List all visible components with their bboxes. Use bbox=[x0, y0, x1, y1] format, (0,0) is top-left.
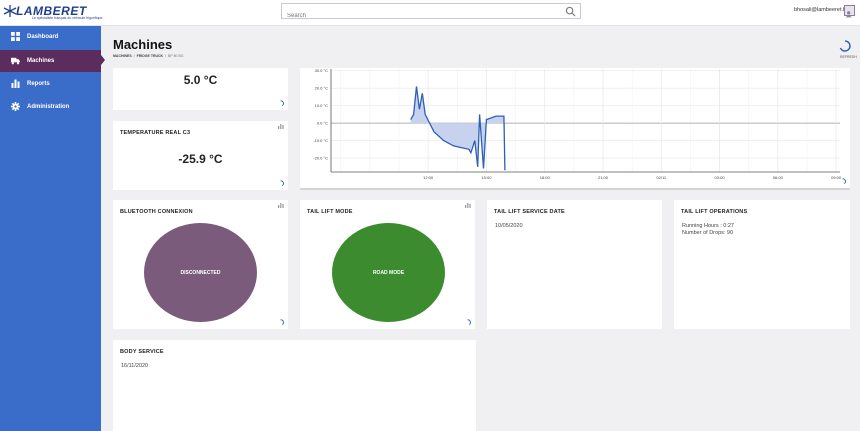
search-box bbox=[281, 3, 581, 23]
truck-icon bbox=[11, 57, 20, 65]
loading-spinner-icon bbox=[842, 178, 846, 185]
sidebar-item-label: Machines bbox=[27, 58, 55, 64]
y-tick-label: 20.0 °C bbox=[315, 86, 328, 91]
refresh-icon[interactable] bbox=[838, 39, 852, 53]
user-email[interactable]: bhosali@lambeeret.fr bbox=[794, 7, 847, 13]
gear-icon bbox=[11, 102, 20, 111]
x-axis-labels: 12:00 15:00 18:00 21:00 02/11 03:00 06:00 09:00 bbox=[423, 175, 842, 180]
temperature-area bbox=[410, 86, 505, 171]
sidebar-item-label: Administration bbox=[27, 104, 70, 110]
breadcrumb-fridge-truck[interactable]: FRIDGE TRUCK bbox=[136, 54, 164, 58]
chart-grid bbox=[331, 69, 840, 172]
card-title: TAIL LIFT SERVICE DATE bbox=[494, 209, 565, 215]
bar-chart-icon bbox=[11, 79, 20, 88]
tail-lift-service-card: TAIL LIFT SERVICE DATE 10/05/2020 bbox=[487, 200, 662, 329]
x-tick-label: 21:00 bbox=[598, 175, 609, 180]
refresh-label[interactable]: REFRESH bbox=[840, 55, 857, 59]
x-tick-label: 15:00 bbox=[481, 175, 492, 180]
x-tick-label: 03:00 bbox=[715, 175, 726, 180]
tail-lift-mode-card: TAIL LIFT MODE ROAD MODE bbox=[300, 200, 475, 329]
y-tick-label: 30.0 °C bbox=[315, 68, 328, 73]
snowflake-logo-icon bbox=[3, 5, 17, 17]
chart-icon[interactable] bbox=[278, 203, 284, 208]
bluetooth-status-disc: DISCONNECTED bbox=[144, 223, 257, 322]
sidebar-item-label: Reports bbox=[27, 81, 50, 87]
tail-lift-service-date: 10/05/2020 bbox=[495, 223, 523, 229]
running-hours: Running Hours : 0:27 bbox=[682, 223, 734, 229]
active-nav-pointer bbox=[101, 55, 105, 65]
bluetooth-status: DISCONNECTED bbox=[180, 270, 220, 276]
page-title: Machines bbox=[113, 37, 173, 52]
y-tick-label: -10.0 °C bbox=[313, 138, 328, 143]
bluetooth-card: BLUETOOTH CONNEXION DISCONNECTED bbox=[113, 200, 288, 329]
lamberet-logo[interactable]: LAMBERET Le spécialiste français du véhi… bbox=[2, 3, 102, 23]
loading-spinner-icon bbox=[280, 180, 284, 187]
x-tick-label: 09:00 bbox=[831, 175, 842, 180]
x-tick-label: 18:00 bbox=[540, 175, 551, 180]
loading-spinner-icon bbox=[467, 319, 471, 326]
card-title: TEMPERATURE REAL C3 bbox=[120, 130, 191, 136]
breadcrumb-machine-id: BP 80 BG bbox=[168, 54, 184, 58]
avatar[interactable] bbox=[844, 5, 855, 18]
sidebar-item-administration[interactable]: Administration bbox=[0, 96, 101, 118]
temperature-c3-value: -25.9 °C bbox=[178, 152, 223, 166]
temperature-chart-card: 30.0 °C 20.0 °C 10.0 °C 0.0 °C -10.0 °C -20.0… bbox=[300, 68, 850, 190]
breadcrumb: MACHINES / FRIDGE TRUCK / BP 80 BG bbox=[113, 54, 184, 58]
temperature-c2-card: 5.0 °C bbox=[113, 68, 288, 110]
y-axis-labels: 30.0 °C 20.0 °C 10.0 °C 0.0 °C -10.0 °C -20.0… bbox=[313, 68, 328, 160]
tail-lift-mode-disc: ROAD MODE bbox=[332, 223, 445, 322]
card-title: TAIL LIFT MODE bbox=[307, 209, 353, 215]
y-tick-label: 10.0 °C bbox=[315, 103, 328, 108]
sidebar-item-machines[interactable]: Machines bbox=[0, 50, 101, 72]
sidebar-item-reports[interactable]: Reports bbox=[0, 73, 101, 95]
number-of-drops: Number of Drops: 90 bbox=[682, 230, 734, 236]
loading-spinner-icon bbox=[280, 319, 284, 326]
temperature-c3-card: TEMPERATURE REAL C3 -25.9 °C bbox=[113, 121, 288, 190]
user-icon bbox=[845, 11, 852, 18]
card-title: BLUETOOTH CONNEXION bbox=[120, 209, 193, 215]
card-title: TAIL LIFT OPERATIONS bbox=[681, 209, 748, 215]
temperature-c2-value: 5.0 °C bbox=[183, 73, 218, 87]
body-service-date: 16/11/2020 bbox=[121, 363, 149, 369]
y-tick-label: -20.0 °C bbox=[313, 156, 328, 161]
x-tick-label: 02/11 bbox=[656, 175, 666, 180]
temperature-chart[interactable]: 30.0 °C 20.0 °C 10.0 °C 0.0 °C -10.0 °C -20.0… bbox=[300, 68, 850, 190]
chart-icon[interactable] bbox=[278, 124, 284, 129]
search-input[interactable] bbox=[287, 9, 557, 23]
chart-icon[interactable] bbox=[465, 203, 471, 208]
sidebar-item-label: Dashboard bbox=[27, 34, 59, 40]
tail-lift-operations-card: TAIL LIFT OPERATIONS Running Hours : 0:2… bbox=[674, 200, 850, 329]
body-service-card: BODY SERVICE 16/11/2020 bbox=[113, 340, 476, 431]
card-title: BODY SERVICE bbox=[120, 349, 164, 355]
sidebar-item-dashboard[interactable]: Dashboard bbox=[0, 26, 101, 48]
brand-name: LAMBERET bbox=[16, 4, 87, 18]
dashboard-icon bbox=[11, 32, 20, 41]
x-tick-label: 06:00 bbox=[773, 175, 784, 180]
temperature-line bbox=[410, 86, 506, 171]
tail-lift-mode-status: ROAD MODE bbox=[373, 270, 405, 276]
sidebar: Dashboard Machines Reports Administratio… bbox=[0, 26, 101, 431]
breadcrumb-machines[interactable]: MACHINES bbox=[113, 54, 132, 58]
search-icon[interactable] bbox=[565, 6, 576, 17]
loading-spinner-icon bbox=[280, 100, 284, 107]
brand-tagline: Le spécialiste français du véhicule frig… bbox=[32, 16, 103, 20]
y-tick-label: 0.0 °C bbox=[317, 121, 328, 126]
x-tick-label: 12:00 bbox=[423, 175, 434, 180]
top-bar: LAMBERET Le spécialiste français du véhi… bbox=[0, 0, 860, 26]
